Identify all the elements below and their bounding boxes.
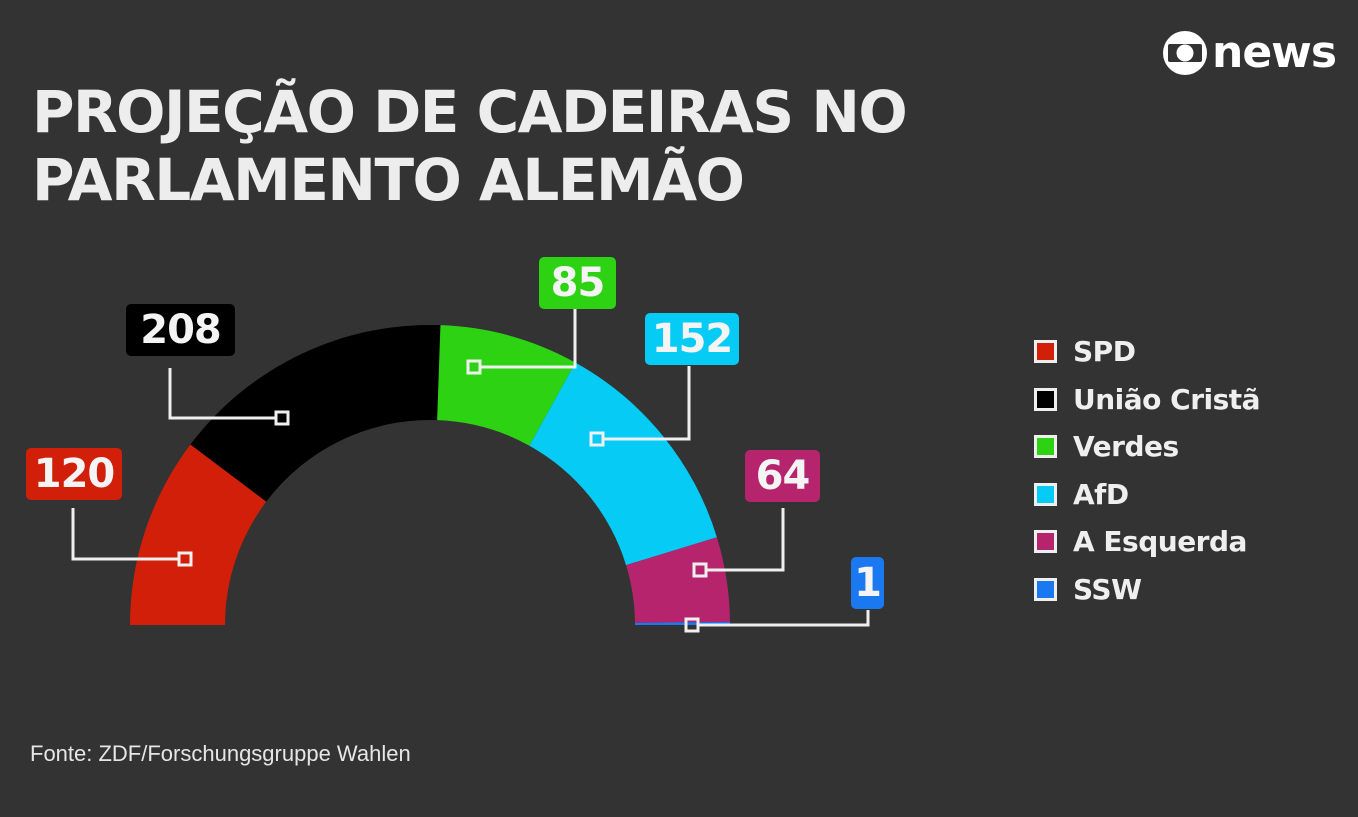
legend-item-spd: SPD <box>1034 328 1260 376</box>
legend-label-spd: SPD <box>1073 335 1136 369</box>
marker-ssw <box>684 617 700 633</box>
leader-line-esquerda <box>706 508 785 572</box>
marker-spd <box>177 551 193 567</box>
legend-item-ssw: SSW <box>1034 566 1260 614</box>
legend-label-verdes: Verdes <box>1073 430 1179 464</box>
legend-swatch-uniao <box>1034 387 1057 411</box>
segment-verdes <box>437 325 576 446</box>
value-label-afd: 152 <box>645 313 739 365</box>
leader-line-spd <box>71 508 180 561</box>
legend-label-afd: AfD <box>1073 477 1129 511</box>
value-label-uniao: 208 <box>126 304 235 356</box>
legend-item-esquerda: A Esquerda <box>1034 518 1260 566</box>
legend-swatch-ssw <box>1034 577 1057 601</box>
marker-afd <box>589 431 605 447</box>
legend-swatch-afd <box>1034 482 1057 506</box>
leader-line-ssw <box>698 610 870 627</box>
marker-esquerda <box>692 562 708 578</box>
leader-lines <box>71 309 870 627</box>
legend-swatch-esquerda <box>1034 530 1057 554</box>
value-label-spd: 120 <box>26 448 122 500</box>
legend-label-esquerda: A Esquerda <box>1073 525 1247 559</box>
logo-text: news <box>1212 27 1337 78</box>
logo: news <box>1162 27 1337 78</box>
leader-line-verdes <box>480 309 577 369</box>
chart-segments <box>130 325 730 625</box>
legend-swatch-verdes <box>1034 435 1057 459</box>
segment-uniao <box>190 325 441 502</box>
leader-line-uniao <box>168 368 277 420</box>
globo-icon <box>1163 31 1207 75</box>
marker-uniao <box>274 410 290 426</box>
segment-spd <box>130 444 267 625</box>
legend-swatch-spd <box>1034 340 1057 364</box>
value-label-ssw: 1 <box>851 557 884 609</box>
value-label-esquerda: 64 <box>745 450 820 502</box>
segment-afd <box>529 362 717 566</box>
legend-item-verdes: Verdes <box>1034 423 1260 471</box>
value-label-verdes: 85 <box>539 257 616 309</box>
page-title: PROJEÇÃO DE CADEIRAS NO PARLAMENTO ALEMÃ… <box>32 78 908 214</box>
marker-verdes <box>466 359 482 375</box>
legend-label-ssw: SSW <box>1073 572 1142 606</box>
title-line-1: PROJEÇÃO DE CADEIRAS NO <box>32 78 908 146</box>
legend-item-afd: AfD <box>1034 471 1260 519</box>
leader-line-afd <box>603 366 691 441</box>
chart-legend: SPD União Cristã Verdes AfD A Esquerda S… <box>1034 328 1261 614</box>
source-note: Fonte: ZDF/Forschungsgruppe Wahlen <box>30 741 411 766</box>
legend-item-uniao: União Cristã <box>1034 376 1261 424</box>
title-line-2: PARLAMENTO ALEMÃO <box>32 146 745 214</box>
legend-label-uniao: União Cristã <box>1073 382 1261 416</box>
leader-markers <box>177 359 708 633</box>
segment-esquerda <box>626 537 730 623</box>
